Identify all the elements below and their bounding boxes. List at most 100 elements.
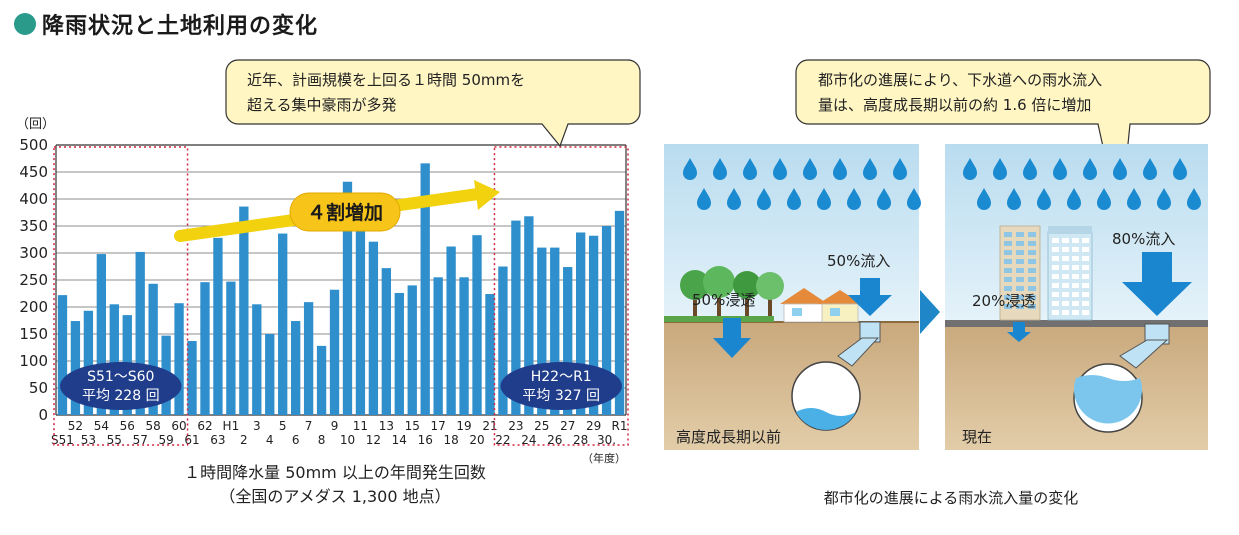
window [1016, 232, 1024, 237]
heading-text: 降雨状況と土地利用の変化 [42, 14, 319, 39]
window [1028, 304, 1036, 309]
y-tick-label: 450 [19, 163, 48, 181]
window [1004, 232, 1012, 237]
chart-bars [57, 163, 625, 415]
window [1072, 238, 1079, 243]
x-tick-label: 7 [305, 419, 313, 433]
window [1072, 256, 1079, 261]
window [1072, 310, 1079, 315]
left-callout-line1: 近年、計画規模を上回る１時間 50mmを [247, 71, 525, 89]
window [1016, 241, 1024, 246]
heading-bullet-icon [14, 13, 36, 35]
window [1028, 259, 1036, 264]
group-box [53, 146, 189, 446]
diagram-caption: 都市化の進展による雨水流入量の変化 [824, 489, 1079, 507]
window [1004, 250, 1012, 255]
bar-2 [239, 206, 249, 415]
group-name: S51～S60 [87, 369, 154, 385]
window [1004, 241, 1012, 246]
window [1052, 283, 1059, 288]
right-callout-line2: 量は、高度成長期以前の約 1.6 倍に増加 [818, 96, 1091, 114]
bar-13 [381, 268, 392, 415]
raindrop-icon [863, 158, 877, 180]
rain-drops-before [683, 158, 921, 210]
section-heading: 降雨状況と土地利用の変化 [14, 8, 318, 40]
x-tick-label: 56 [120, 419, 135, 433]
raindrop-icon [1143, 158, 1157, 180]
small-infiltration-arrow-icon [1007, 322, 1031, 342]
bar-58 [148, 283, 158, 415]
bar-15 [407, 285, 417, 415]
raindrop-icon [907, 188, 921, 210]
x-tick-label: 2 [240, 433, 248, 447]
window [1004, 277, 1012, 282]
after-panel: 20%浸透 80%流入 現在 [945, 144, 1208, 450]
window [1016, 259, 1024, 264]
average-groups: S51～S60 平均 228 回 H22～R1 平均 327 回 [53, 146, 629, 446]
window [1016, 268, 1024, 273]
increase-label: ４割増加 [307, 201, 383, 224]
window [1052, 292, 1059, 297]
bar-29 [588, 235, 599, 415]
x-tick-label: 10 [340, 433, 355, 447]
runoff-diagram: 都市化の進展により、下水道への雨水流入 量は、高度成長期以前の約 1.6 倍に増… [664, 59, 1211, 507]
x-tick-label: 24 [521, 433, 536, 447]
raindrop-icon [1113, 158, 1127, 180]
bar-22 [498, 266, 508, 415]
group-box [493, 146, 629, 446]
x-tick-label: 19 [456, 419, 471, 433]
bar-11 [355, 223, 366, 415]
y-tick-label: 50 [29, 379, 48, 397]
bar-61 [187, 341, 197, 415]
bar-6 [290, 321, 301, 415]
x-tick-label: 23 [508, 419, 523, 433]
infiltration-arrow-icon [713, 318, 751, 358]
raindrop-icon [1023, 158, 1037, 180]
raindrop-icon [727, 188, 741, 210]
y-tick-label: 400 [19, 190, 48, 208]
y-tick-label: 100 [19, 352, 48, 370]
window [1052, 301, 1059, 306]
transition-arrow-icon [920, 290, 940, 334]
raindrop-icon [697, 188, 711, 210]
rain-drops-after [963, 158, 1201, 210]
raindrop-icon [773, 158, 787, 180]
bar-28 [575, 232, 586, 415]
chart-caption-line2: （全国のアメダス 1,300 地点） [219, 487, 450, 506]
bar-8 [316, 345, 327, 415]
x-tick-label: 8 [318, 433, 326, 447]
window [1062, 238, 1069, 243]
inflow-arrow-icon [848, 278, 892, 316]
bar-17 [433, 277, 443, 415]
window [1072, 247, 1079, 252]
trees-icon [664, 266, 784, 322]
bar-3 [252, 304, 262, 415]
window [1028, 232, 1036, 237]
y-tick-label: 200 [19, 298, 48, 316]
window [1062, 292, 1069, 297]
raindrop-icon [1173, 158, 1187, 180]
bar-5 [278, 233, 288, 415]
group-average: 平均 327 回 [522, 388, 600, 404]
bar-57 [135, 251, 145, 415]
x-tick-label: 28 [573, 433, 588, 447]
group-average-badge [500, 362, 622, 410]
window [1016, 304, 1024, 309]
x-tick-label: 6 [292, 433, 300, 447]
raindrop-icon [877, 188, 891, 210]
x-tick-label: 12 [366, 433, 381, 447]
right-callout-line1: 都市化の進展により、下水道への雨水流入 [818, 71, 1102, 89]
increase-arrow: ４割増加 [174, 180, 500, 242]
window [1016, 295, 1024, 300]
x-tick-label: 21 [482, 419, 497, 433]
bar-S51 [57, 295, 68, 415]
after-title: 現在 [962, 428, 992, 446]
raindrop-icon [1037, 188, 1051, 210]
bar-9 [329, 289, 340, 415]
raindrop-icon [1157, 188, 1171, 210]
window [1004, 295, 1012, 300]
raindrop-icon [847, 188, 861, 210]
before-panel: 50%浸透 50%流入 高度成長期以前 [664, 144, 921, 450]
group-average: 平均 228 回 [82, 388, 160, 404]
x-tick-label: 18 [443, 433, 458, 447]
